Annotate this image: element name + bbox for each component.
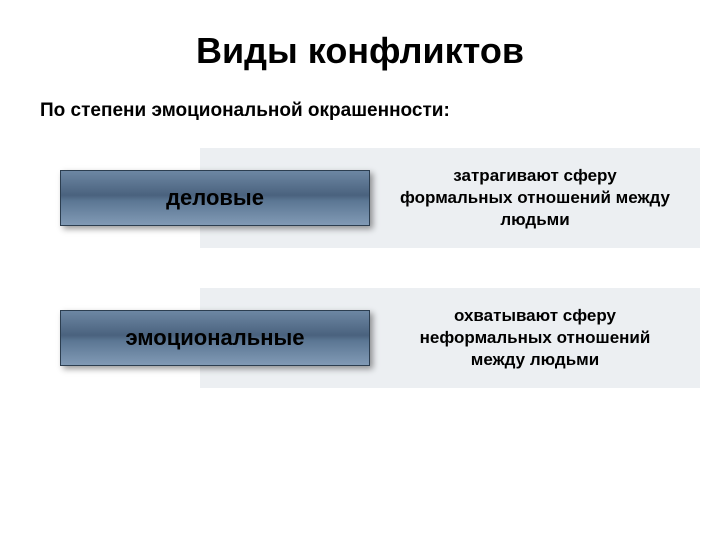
page-subtitle: По степени эмоциональной окрашенности:: [0, 72, 720, 122]
item-row: охватывают сферу неформальных отношений …: [60, 288, 720, 388]
label-text: эмоциональные: [125, 325, 304, 351]
page-title: Виды конфликтов: [0, 0, 720, 72]
label-box: эмоциональные: [60, 310, 370, 366]
label-text: деловые: [166, 185, 264, 211]
description-text: затрагивают сферу формальных отношений м…: [400, 165, 670, 231]
label-box: деловые: [60, 170, 370, 226]
description-text: охватывают сферу неформальных отношений …: [400, 305, 670, 371]
item-row: затрагивают сферу формальных отношений м…: [60, 148, 720, 248]
